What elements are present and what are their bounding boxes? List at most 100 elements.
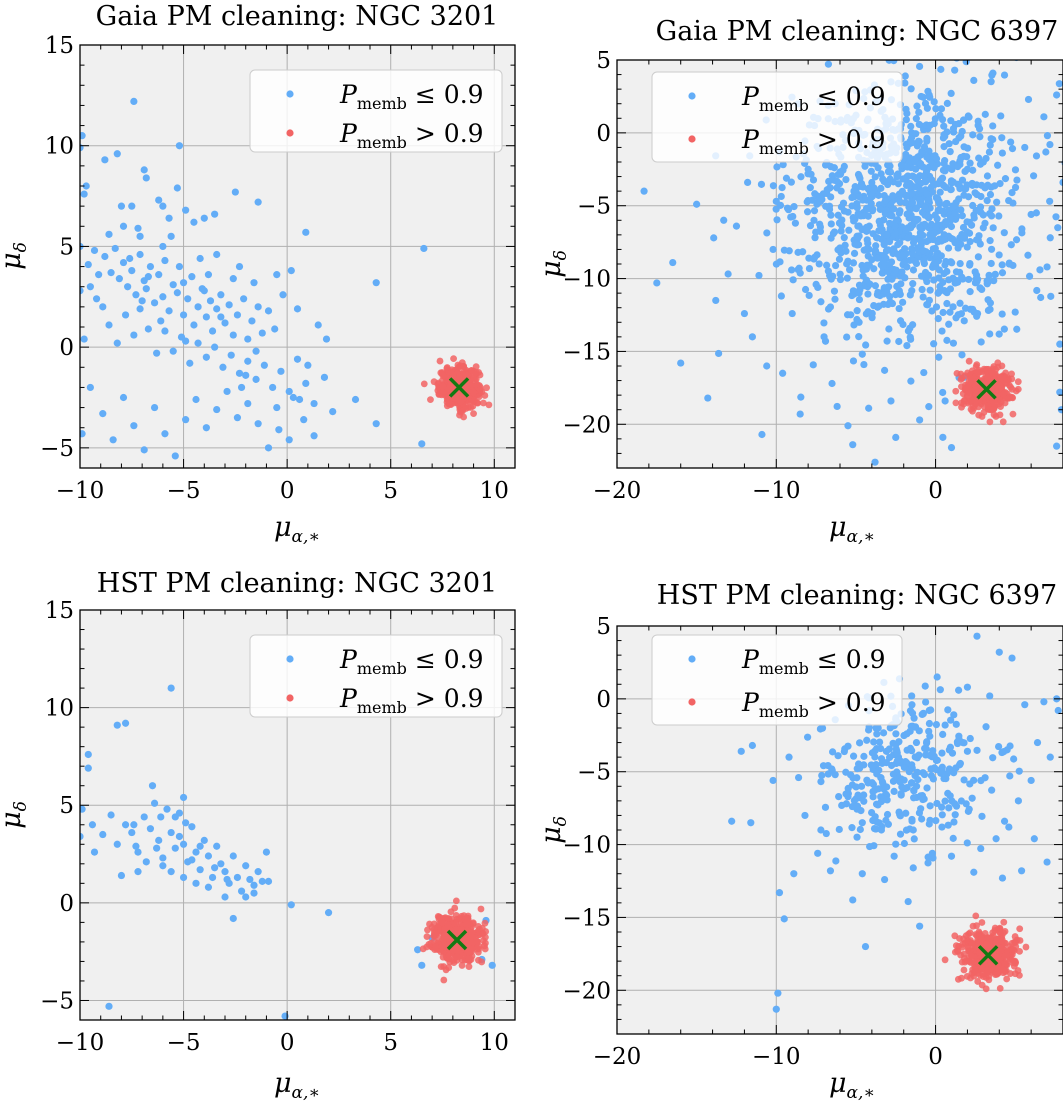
nonmember-point [797,393,805,401]
cluster-center-marker [976,379,997,400]
nonmember-point [808,196,816,204]
nonmember-point [964,144,972,152]
nonmember-point [902,826,911,834]
nonmember-point [844,784,852,793]
nonmember-point [867,761,875,769]
nonmember-point [966,260,974,268]
nonmember-point [966,238,974,246]
nonmember-point [912,165,920,173]
nonmember-point [873,303,882,311]
nonmember-point [887,397,895,405]
nonmember-point [182,819,190,827]
nonmember-point [820,319,828,327]
nonmember-point [925,706,933,715]
nonmember-point [132,842,140,850]
nonmember-point [1052,213,1060,221]
nonmember-point [314,321,322,329]
nonmember-point [223,387,231,396]
nonmember-point [824,267,832,275]
legend-box [651,71,903,163]
nonmember-point [923,137,931,145]
nonmember-point [182,337,190,345]
nonmember-point [810,216,818,224]
nonmember-point [864,308,872,316]
nonmember-point [994,161,1002,169]
nonmember-point [806,184,814,192]
member-point [1022,943,1030,951]
nonmember-point [889,770,897,778]
nonmember-point [1029,172,1038,180]
member-point [473,945,481,953]
member-point [999,418,1007,426]
nonmember-point [196,254,204,263]
nonmember-point [208,873,217,882]
nonmember-point [870,842,878,850]
nonmember-point [126,254,134,263]
nonmember-point [229,852,237,860]
nonmember-point [938,749,946,757]
nonmember-point [277,367,285,375]
nonmember-point [744,178,752,186]
nonmember-point [880,191,888,200]
nonmember-point [82,182,90,190]
nonmember-point [132,291,140,299]
member-point [979,970,987,978]
nonmember-point [1008,654,1016,662]
nonmember-point [1032,152,1041,160]
nonmember-point [130,331,138,339]
nonmember-point [900,839,909,848]
member-point [474,922,482,930]
nonmember-point [211,343,219,351]
nonmember-point [153,844,161,852]
member-point [971,375,978,383]
nonmember-point [293,355,302,363]
nonmember-point [864,726,873,734]
nonmember-point [909,826,917,834]
nonmember-point [211,864,219,872]
nonmember-point [86,383,94,392]
y-tick-label: −5 [40,436,74,462]
nonmember-point [1037,293,1045,302]
nonmember-point [962,60,970,66]
nonmember-point [235,262,244,271]
nonmember-point [942,218,950,226]
nonmember-point [834,752,842,760]
member-point [459,952,467,960]
nonmember-point [351,395,360,404]
nonmember-point [945,320,953,328]
nonmember-point [821,803,830,811]
x-tick-label: 0 [280,478,295,504]
x-tick-label: −10 [752,1044,801,1070]
nonmember-point [920,172,928,180]
nonmember-point [912,217,920,225]
nonmember-point [1047,292,1055,300]
x-axis-label: μα,∗ [829,1068,875,1103]
nonmember-point [221,868,229,876]
y-tick-label: −20 [562,412,611,438]
nonmember-point [188,823,196,831]
nonmember-point [80,190,88,198]
member-point [984,373,991,381]
nonmember-point [179,840,188,848]
panel-4: −20 −10 0 −20 −15 −10 −5 0 5 HST PM cleaning: NGC… [536,580,1063,1103]
nonmember-point [791,219,800,227]
nonmember-point [1015,767,1023,775]
nonmember-point [928,849,936,857]
member-point [973,361,981,369]
nonmember-point [260,361,268,369]
nonmember-point [939,181,948,190]
nonmember-point [891,222,899,231]
nonmember-point [823,186,831,194]
nonmember-point [954,163,962,171]
nonmember-point [190,218,198,226]
nonmember-point [917,237,925,245]
nonmember-point [1000,71,1009,79]
nonmember-point [960,232,969,241]
nonmember-point [1033,738,1042,747]
nonmember-point [927,772,935,780]
nonmember-point [776,258,784,266]
nonmember-point [976,160,985,168]
nonmember-point [891,231,899,239]
nonmember-point [246,875,254,884]
nonmember-point [837,203,846,211]
